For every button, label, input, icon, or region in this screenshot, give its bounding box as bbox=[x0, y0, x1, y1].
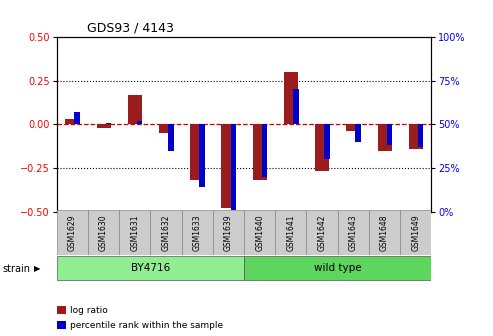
Bar bbox=[231, 124, 236, 210]
Bar bbox=[252, 124, 267, 180]
Text: GSM1640: GSM1640 bbox=[255, 214, 264, 251]
Text: log ratio: log ratio bbox=[70, 306, 108, 314]
Bar bbox=[369, 210, 400, 255]
Bar bbox=[199, 124, 205, 187]
Text: GSM1633: GSM1633 bbox=[193, 214, 202, 251]
Bar bbox=[284, 72, 298, 124]
Bar bbox=[315, 124, 329, 171]
Text: ▶: ▶ bbox=[34, 264, 40, 273]
Bar bbox=[418, 124, 423, 147]
Bar bbox=[400, 210, 431, 255]
Bar bbox=[307, 210, 338, 255]
Bar bbox=[221, 124, 236, 208]
Bar bbox=[262, 124, 267, 177]
Bar bbox=[275, 210, 307, 255]
Text: BY4716: BY4716 bbox=[131, 263, 170, 273]
Bar bbox=[355, 124, 361, 142]
Bar bbox=[338, 210, 369, 255]
Text: GSM1641: GSM1641 bbox=[286, 214, 295, 251]
Text: GSM1629: GSM1629 bbox=[68, 214, 77, 251]
Bar bbox=[57, 256, 244, 280]
Bar bbox=[128, 95, 142, 124]
Bar bbox=[97, 124, 110, 128]
Bar bbox=[293, 89, 299, 124]
Bar bbox=[244, 256, 431, 280]
Text: GSM1649: GSM1649 bbox=[411, 214, 420, 251]
Bar bbox=[168, 124, 174, 151]
Bar bbox=[387, 124, 392, 145]
Bar bbox=[159, 124, 173, 133]
Bar bbox=[190, 124, 204, 180]
Bar bbox=[150, 210, 181, 255]
Text: GSM1639: GSM1639 bbox=[224, 214, 233, 251]
Bar bbox=[324, 124, 330, 159]
Bar bbox=[57, 210, 88, 255]
Text: percentile rank within the sample: percentile rank within the sample bbox=[70, 321, 224, 330]
Text: GSM1631: GSM1631 bbox=[130, 214, 139, 251]
Bar bbox=[213, 210, 244, 255]
Text: GSM1630: GSM1630 bbox=[99, 214, 108, 251]
Text: GSM1642: GSM1642 bbox=[317, 214, 326, 251]
Text: GSM1648: GSM1648 bbox=[380, 214, 389, 251]
Bar bbox=[119, 210, 150, 255]
Bar bbox=[244, 210, 275, 255]
Bar bbox=[181, 210, 213, 255]
Bar bbox=[346, 124, 360, 131]
Bar bbox=[137, 121, 142, 124]
Bar bbox=[74, 112, 80, 124]
Bar bbox=[65, 119, 79, 124]
Text: GDS93 / 4143: GDS93 / 4143 bbox=[87, 22, 174, 34]
Text: wild type: wild type bbox=[314, 263, 361, 273]
Text: strain: strain bbox=[2, 264, 31, 274]
Bar bbox=[378, 124, 391, 151]
Text: GSM1643: GSM1643 bbox=[349, 214, 358, 251]
Bar bbox=[88, 210, 119, 255]
Text: GSM1632: GSM1632 bbox=[162, 214, 171, 251]
Bar bbox=[106, 123, 111, 124]
Bar bbox=[409, 124, 423, 149]
